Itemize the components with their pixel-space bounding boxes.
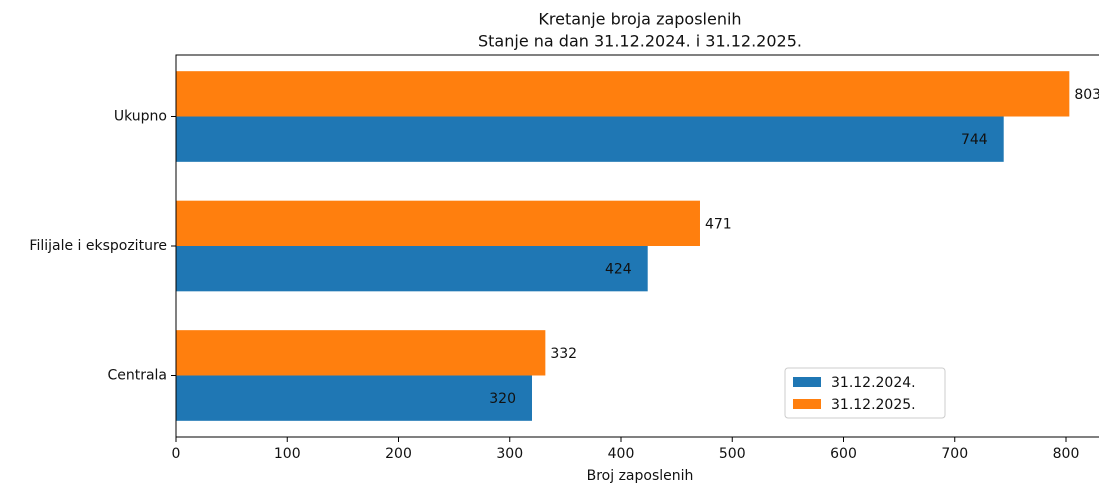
- value-label: 471: [705, 216, 732, 232]
- legend-swatch: [793, 377, 821, 387]
- x-tick-label: 300: [496, 446, 523, 462]
- value-label: 803: [1074, 87, 1099, 103]
- bar: [176, 246, 648, 292]
- bar: [176, 71, 1070, 117]
- x-tick-label: 200: [385, 446, 412, 462]
- value-label: 424: [605, 262, 632, 278]
- x-tick-label: 600: [830, 446, 857, 462]
- x-tick-label: 500: [719, 446, 746, 462]
- bar: [176, 375, 532, 421]
- x-tick-label: 800: [1053, 446, 1080, 462]
- bar: [176, 200, 700, 246]
- y-tick-label: Filijale i ekspoziture: [29, 238, 167, 254]
- plot-frame: [175, 54, 1099, 438]
- bar: [176, 116, 1004, 162]
- legend-swatch: [793, 399, 821, 409]
- legend-box: [784, 367, 946, 419]
- y-tick-label: Ukupno: [114, 109, 167, 125]
- x-axis-label: Broj zaposlenih: [587, 468, 694, 484]
- bar: [176, 330, 546, 376]
- chart-title: Kretanje broja zaposlenih: [538, 10, 741, 29]
- chart-subtitle: Stanje na dan 31.12.2024. i 31.12.2025.: [478, 32, 802, 51]
- x-tick-label: 100: [274, 446, 301, 462]
- value-label: 744: [961, 132, 988, 148]
- x-tick-label: 400: [608, 446, 635, 462]
- value-label: 332: [550, 346, 577, 362]
- value-label: 320: [489, 391, 516, 407]
- x-tick-label: 0: [172, 446, 181, 462]
- x-tick-label: 700: [941, 446, 968, 462]
- y-tick-label: Centrala: [107, 367, 167, 383]
- legend-label: 31.12.2025.: [831, 397, 916, 413]
- legend-label: 31.12.2024.: [831, 375, 916, 391]
